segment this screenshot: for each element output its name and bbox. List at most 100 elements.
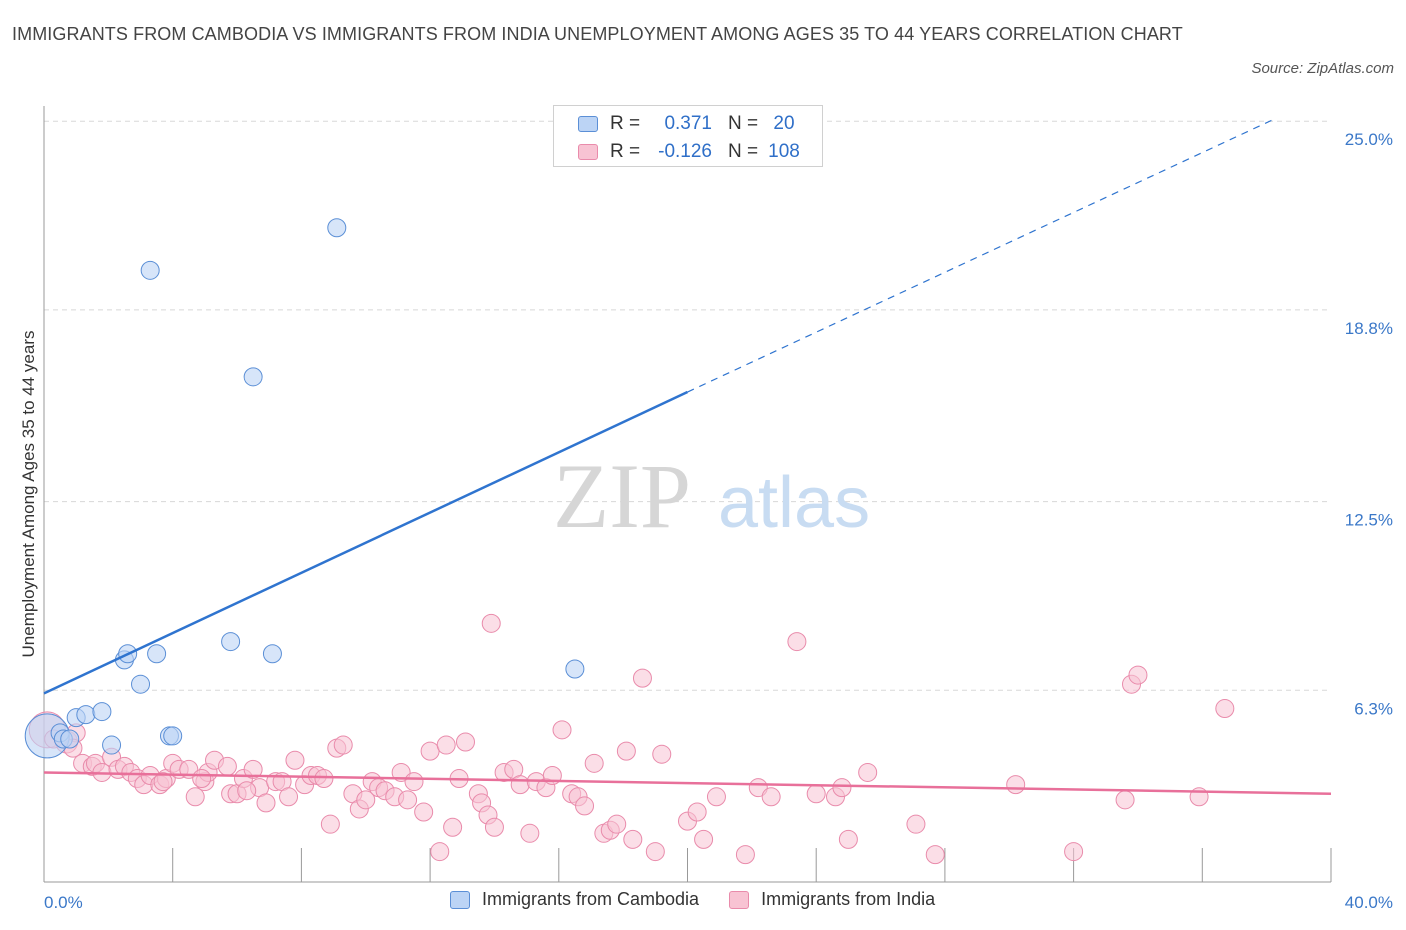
cambodia-trend-extension [687, 117, 1277, 393]
legend-swatch-india [578, 144, 598, 160]
x-tick-label-max: 40.0% [1345, 893, 1393, 912]
legend-row-cambodia: R = 0.371 N = 20 [578, 111, 804, 137]
india-point [414, 802, 434, 822]
india-point [185, 787, 205, 807]
cambodia-point [262, 644, 282, 664]
cambodia-point [243, 367, 263, 387]
india-point [430, 842, 450, 862]
india-point [694, 829, 714, 849]
y-tick-label: 6.3% [1354, 699, 1393, 718]
cambodia-point [327, 218, 347, 238]
india-point [420, 741, 440, 761]
india-point [455, 732, 475, 752]
india-point [237, 781, 257, 801]
source-credit: Source: ZipAtlas.com [1251, 60, 1394, 77]
cambodia-point [221, 632, 241, 652]
india-point [645, 842, 665, 862]
india-point [520, 823, 540, 843]
india-point [192, 769, 212, 789]
series-swatch-cambodia [450, 890, 470, 909]
india-point [481, 613, 501, 633]
watermark-atlas: atlas [718, 463, 870, 543]
trend-lines [43, 117, 1332, 795]
cambodia-trend-line [43, 390, 689, 695]
india-point [761, 787, 781, 807]
cambodia-point [102, 735, 122, 755]
cambodia-point [565, 659, 585, 679]
india-point [832, 778, 852, 798]
watermark: ZIP atlas [553, 445, 870, 547]
india-point [356, 790, 376, 810]
x-tick-label-min: 0.0% [44, 893, 83, 912]
india-point [285, 750, 305, 770]
india-point [575, 796, 595, 816]
india-point [838, 829, 858, 849]
series-swatch-india [729, 890, 750, 909]
cambodia-point [131, 674, 151, 694]
india-point [616, 741, 636, 761]
india-trend-line [43, 771, 1332, 795]
india-point [632, 668, 652, 688]
gridlines [44, 120, 1331, 691]
india-point [735, 845, 755, 865]
legend-r-label: R = [610, 113, 641, 134]
y-tick-label: 12.5% [1345, 511, 1393, 530]
series-legend-india[interactable]: Immigrants from India [729, 889, 935, 910]
y-tick-labels: 6.3% 12.5% 18.8% 25.0% [1345, 130, 1393, 718]
legend-n-label: N = [728, 141, 759, 162]
chart-title: IMMIGRANTS FROM CAMBODIA VS IMMIGRANTS F… [12, 24, 1183, 44]
india-point [391, 762, 411, 782]
watermark-zip: ZIP [553, 445, 691, 547]
x-ticks [43, 848, 1332, 882]
correlation-legend: R = 0.371 N = 20 R = -0.126 N = 108 [553, 105, 823, 167]
series-label-india: Immigrants from India [761, 889, 936, 909]
india-point [584, 753, 604, 773]
india-point [398, 790, 418, 810]
legend-r-value-india: -0.126 [658, 141, 712, 162]
india-points [28, 613, 1235, 865]
legend-n-value-india: 108 [768, 141, 800, 162]
cambodia-point [147, 644, 167, 664]
india-point [687, 802, 707, 822]
india-point [1006, 775, 1026, 795]
cambodia-point [140, 260, 160, 280]
india-point [443, 817, 463, 837]
cambodia-point [163, 726, 183, 746]
india-point [1215, 699, 1235, 719]
cambodia-point [76, 705, 96, 725]
india-point [906, 814, 926, 834]
india-point [320, 814, 340, 834]
india-point [552, 720, 572, 740]
india-point [510, 775, 530, 795]
india-point [858, 762, 878, 782]
india-point [153, 772, 173, 792]
india-point [706, 787, 726, 807]
legend-row-india: R = -0.126 N = 108 [578, 139, 804, 165]
india-point [1115, 790, 1135, 810]
series-legend-cambodia[interactable]: Immigrants from Cambodia [450, 889, 699, 910]
india-point [607, 814, 627, 834]
india-point [806, 784, 826, 804]
legend-n-value-cambodia: 20 [773, 113, 795, 134]
y-tick-label: 18.8% [1345, 319, 1393, 338]
india-point [787, 632, 807, 652]
india-point [1128, 665, 1148, 685]
india-point [484, 817, 504, 837]
india-point [243, 759, 263, 779]
india-point [436, 735, 456, 755]
india-point [333, 735, 353, 755]
cambodia-point [92, 702, 112, 722]
india-point [623, 829, 643, 849]
legend-swatch-cambodia [578, 116, 598, 132]
legend-r-label: R = [610, 141, 641, 162]
india-point [217, 756, 237, 776]
india-point [652, 744, 672, 764]
india-point [279, 787, 299, 807]
legend-n-label: N = [728, 113, 759, 134]
series-legend: Immigrants from Cambodia Immigrants from… [450, 889, 965, 910]
india-point [314, 769, 334, 789]
cambodia-point [60, 729, 80, 749]
y-tick-label: 25.0% [1345, 130, 1393, 149]
cambodia-points [24, 218, 585, 759]
